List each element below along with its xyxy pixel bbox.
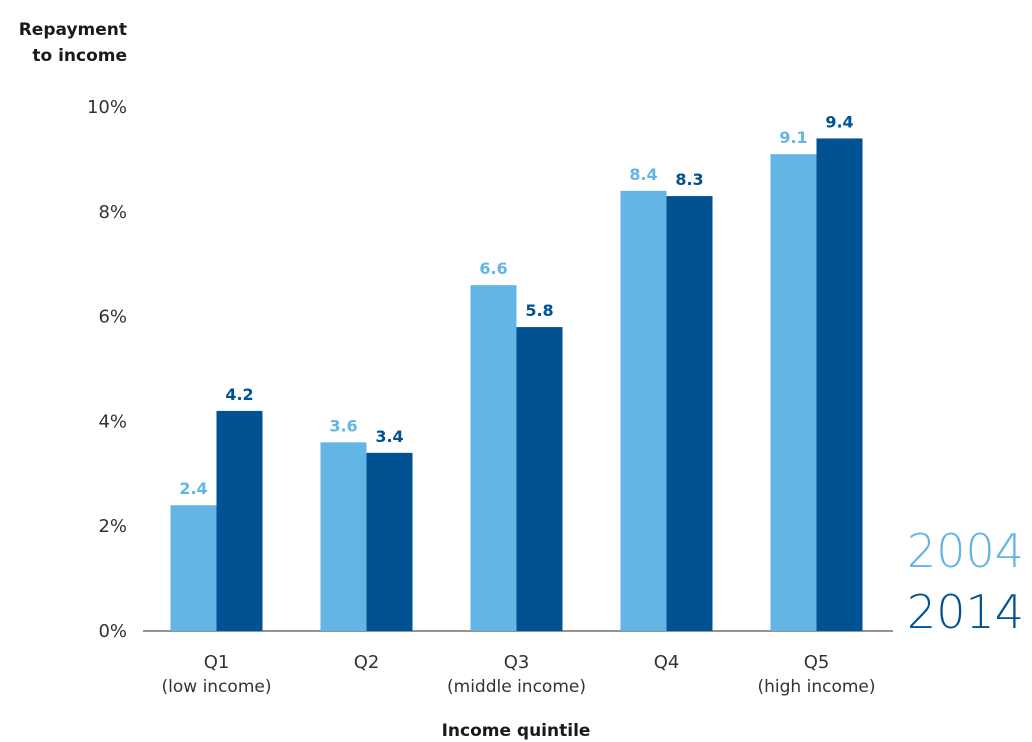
- y-tick-label: 6%: [98, 307, 127, 328]
- bar-2004-Q5: [770, 154, 817, 631]
- y-axis-label-line-1: Repayment: [19, 20, 127, 40]
- category-label: Q4: [654, 652, 680, 673]
- data-label-2004-Q4: 8.4: [629, 165, 657, 184]
- y-tick-label: 2%: [98, 516, 127, 537]
- bar-2004-Q1: [170, 505, 217, 631]
- bars: [170, 138, 863, 631]
- bar-2004-Q2: [320, 442, 367, 631]
- data-label-2004-Q1: 2.4: [179, 479, 207, 498]
- category-sublabel: (middle income): [447, 677, 586, 697]
- legend-2004: 2004: [907, 524, 1024, 578]
- category-label: Q1: [204, 652, 230, 673]
- data-labels: 2.4 4.2 3.6 3.4 6.6 5.8 8.4 8.3 9.1 9.4: [179, 112, 853, 498]
- bar-2004-Q3: [470, 285, 517, 631]
- bar-2014-Q3: [516, 327, 563, 631]
- bar-2004-Q4: [620, 190, 667, 631]
- x-axis-label: Income quintile: [442, 721, 591, 741]
- bar-2014-Q1: [216, 410, 263, 631]
- data-label-2004-Q3: 6.6: [479, 259, 507, 278]
- y-tick-label: 10%: [87, 97, 127, 118]
- data-label-2014-Q3: 5.8: [525, 301, 553, 320]
- category-label: Q2: [354, 652, 380, 673]
- bar-2014-Q4: [666, 196, 713, 631]
- data-label-2014-Q4: 8.3: [675, 170, 703, 189]
- category-sublabel: (low income): [162, 677, 272, 697]
- data-label-2014-Q2: 3.4: [375, 427, 403, 446]
- bar-2014-Q2: [366, 452, 413, 631]
- data-label-2014-Q5: 9.4: [825, 112, 853, 131]
- y-tick-label: 0%: [98, 621, 127, 642]
- data-label-2014-Q1: 4.2: [225, 385, 253, 404]
- y-tick-label: 4%: [98, 411, 127, 432]
- category-label: Q3: [504, 652, 530, 673]
- y-tick-label: 8%: [98, 202, 127, 223]
- legend-2014: 2014: [907, 585, 1024, 639]
- bar-2014-Q5: [816, 138, 863, 631]
- category-labels: Q1 (low income) Q2 Q3 (middle income) Q4 Q5 (hi…: [162, 652, 876, 697]
- data-label-2004-Q5: 9.1: [779, 128, 807, 147]
- y-axis-label-line-2: to income: [32, 46, 127, 66]
- category-label: Q5: [804, 652, 830, 673]
- data-label-2004-Q2: 3.6: [329, 416, 357, 435]
- category-sublabel: (high income): [758, 677, 876, 697]
- y-axis-ticks: 0% 2% 4% 6% 8% 10%: [87, 97, 127, 642]
